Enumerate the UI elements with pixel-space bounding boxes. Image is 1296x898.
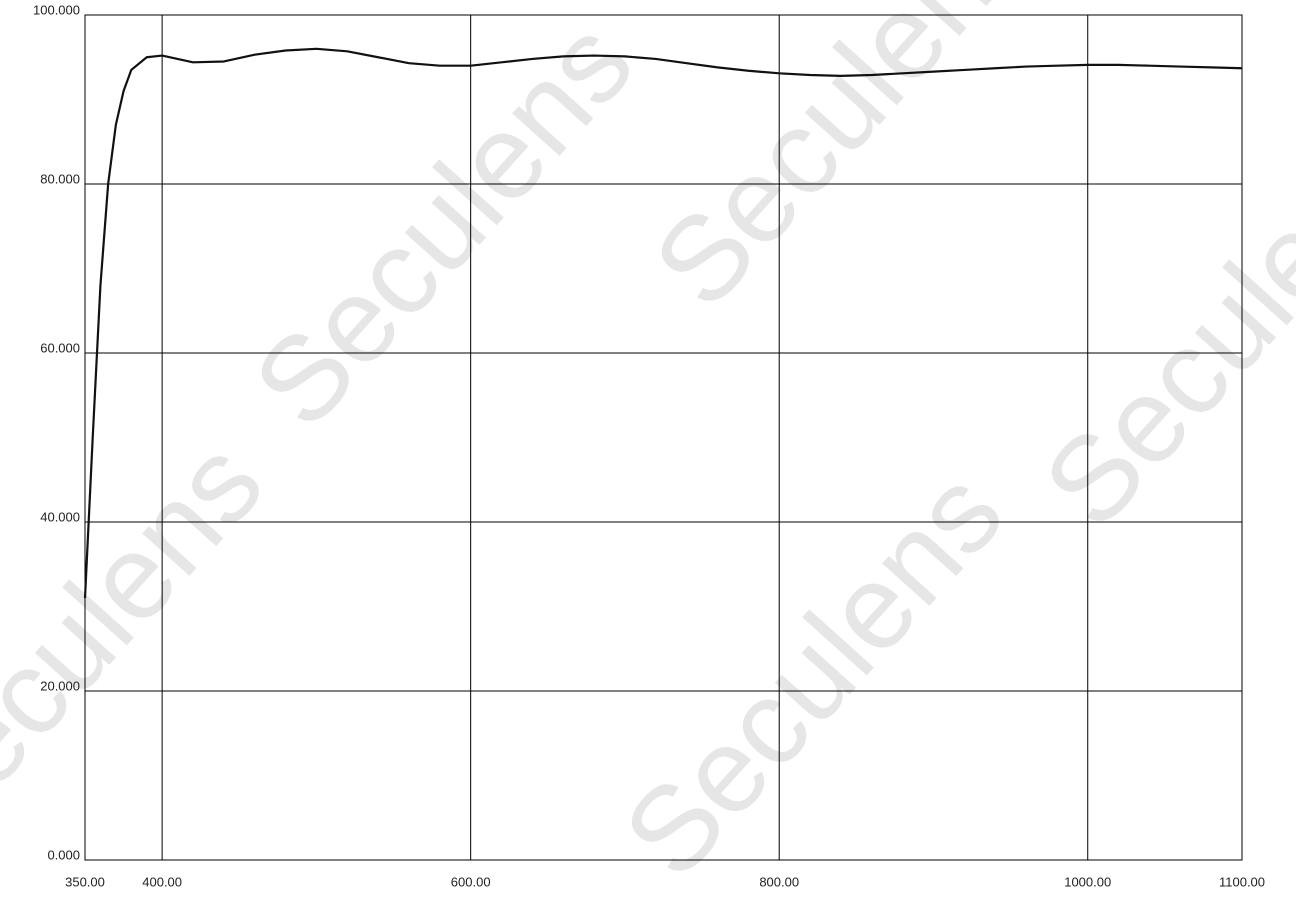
x-tick-label: 600.00 — [451, 874, 491, 889]
x-tick-label: 350.00 — [65, 874, 105, 889]
x-tick-label: 800.00 — [759, 874, 799, 889]
y-tick-label: 40.000 — [40, 509, 80, 524]
y-tick-label: 100.000 — [33, 2, 80, 17]
watermark: Seculens — [598, 446, 1028, 898]
watermark: Seculens — [228, 0, 658, 452]
y-tick-label: 60.000 — [40, 340, 80, 355]
plot-frame — [84, 14, 1243, 861]
watermark: Seculens — [1018, 96, 1296, 553]
watermark: Seculens — [628, 0, 1058, 332]
x-tick-label: 1100.00 — [1219, 874, 1265, 889]
watermark: Seculens — [0, 416, 288, 873]
x-tick-label: 1000.00 — [1064, 874, 1111, 889]
y-tick-label: 0.000 — [47, 847, 80, 862]
x-tick-label: 400.00 — [142, 874, 182, 889]
y-tick-label: 80.000 — [40, 171, 80, 186]
y-tick-label: 20.000 — [40, 678, 80, 693]
data-line — [83, 47, 1243, 599]
